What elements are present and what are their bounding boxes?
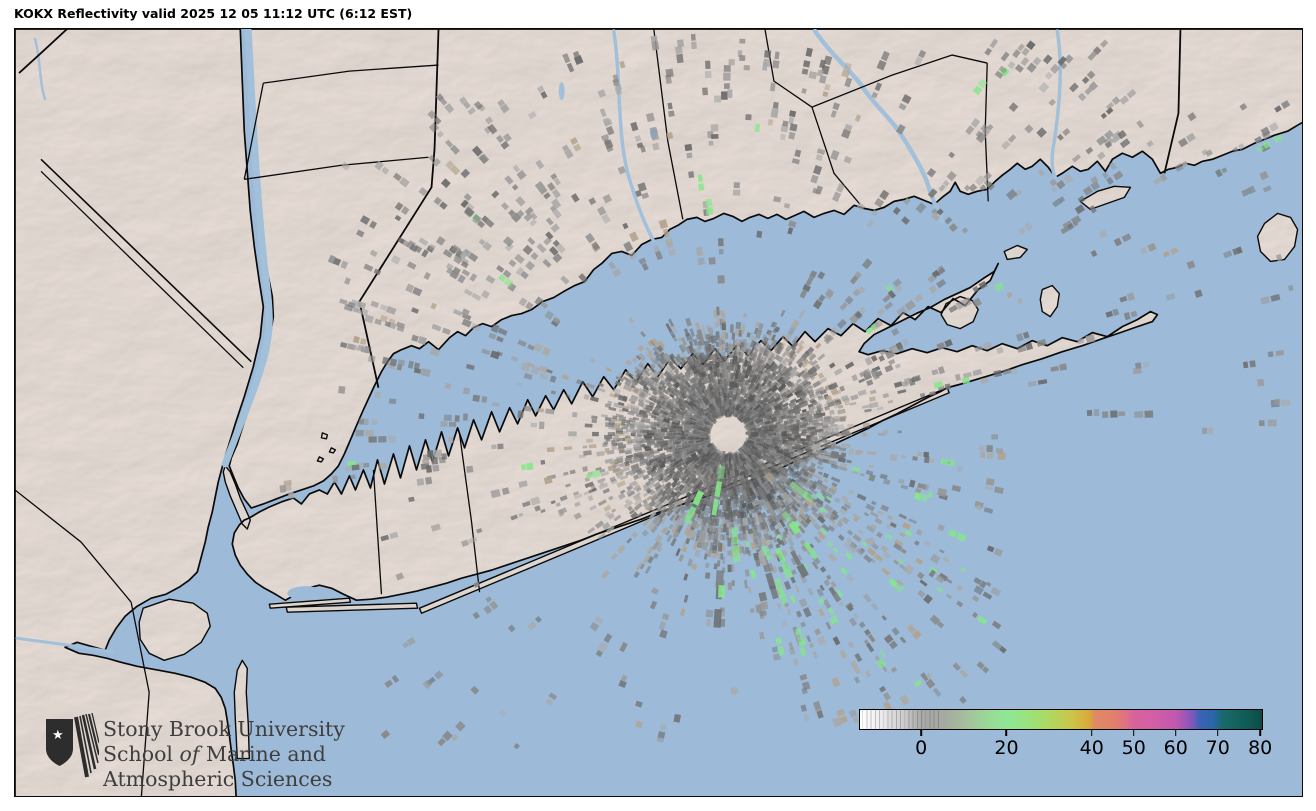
- county-line: [653, 29, 684, 220]
- page-title: KOKX Reflectivity valid 2025 12 05 11:12…: [14, 6, 413, 21]
- logo-line3: Atmospheric Sciences: [103, 767, 333, 791]
- colorbar-stripes: [859, 709, 942, 730]
- county-line-queens-nassau: [372, 469, 383, 595]
- lake-2: [558, 82, 565, 101]
- thames-river: [1050, 29, 1062, 180]
- radar-echo-layer: [279, 33, 1294, 750]
- county-line: [130, 602, 150, 796]
- county-line: [18, 29, 68, 74]
- housatonic-river: [611, 29, 656, 244]
- colorbar-tick-label: 70: [1205, 737, 1230, 759]
- colorbar-tick: [1216, 730, 1219, 736]
- county-line: [244, 156, 429, 180]
- river-layer: [15, 29, 1062, 654]
- reflectivity-colorbar: 0 20 40 50 60 70 80: [859, 709, 1272, 759]
- border-ny-nj: [40, 158, 252, 363]
- university-shield-icon: ★: [46, 712, 99, 778]
- logo-text: Stony Brook University School of Marine …: [103, 717, 345, 792]
- colorbar-tick: [1174, 730, 1177, 736]
- logo-line2: School of Marine and: [103, 742, 326, 766]
- county-line: [811, 54, 988, 108]
- border-ny-ct: [358, 29, 440, 388]
- colorbar-tick-label: 80: [1248, 737, 1273, 759]
- border-ct-ri: [1163, 29, 1182, 174]
- colorbar-tick-label: 40: [1079, 737, 1104, 759]
- map-svg: [15, 29, 1302, 796]
- colorbar-tick: [1090, 730, 1093, 736]
- logo-line1: Stony Brook University: [103, 717, 345, 741]
- colorbar-tick: [1132, 730, 1135, 736]
- county-line-nassau-suffolk: [458, 433, 481, 593]
- stream-1: [33, 37, 47, 101]
- county-line: [15, 489, 132, 603]
- colorbar-tick: [920, 730, 922, 736]
- colorbar-tick: [1259, 730, 1261, 736]
- svg-text:★: ★: [52, 728, 64, 743]
- county-line: [243, 82, 264, 180]
- colorbar-tick-label: 50: [1121, 737, 1146, 759]
- colorbar-tick-label: 60: [1163, 737, 1188, 759]
- border-ny-nj-inner: [40, 170, 244, 369]
- colorbar-gradient: [859, 709, 1263, 730]
- jamaica-bay: [287, 586, 324, 601]
- raritan-river: [15, 636, 115, 654]
- map-frame: 0 20 40 50 60 70 80 ★ Stony Brook University S…: [14, 28, 1303, 797]
- colorbar-tick-label: 0: [915, 737, 928, 759]
- colorbar-tick-label: 20: [994, 737, 1019, 759]
- hudson-river: [221, 29, 273, 468]
- boundary-layer: [15, 29, 1182, 796]
- county-line: [263, 64, 439, 84]
- colorbar-tick: [1005, 730, 1008, 736]
- stony-brook-logo: ★ Stony Brook University School of Marin…: [43, 711, 345, 792]
